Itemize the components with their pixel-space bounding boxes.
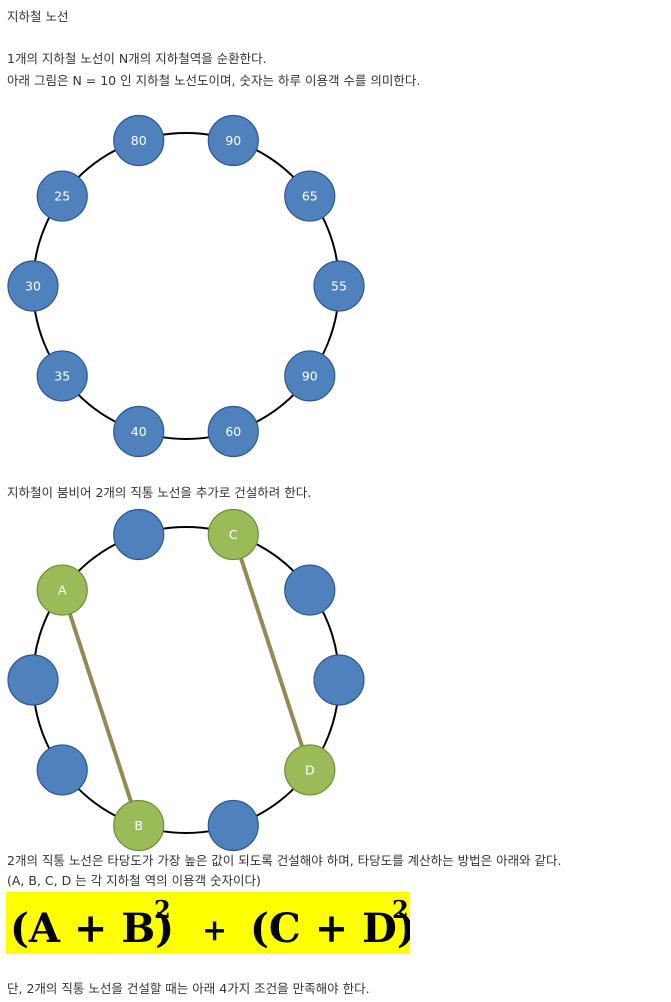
- formula: (A + B) 2 + (C + D) 2: [10, 895, 416, 952]
- paragraph-rule-line-2: (A, B, C, D 는 각 지하철 역의 이용객 숫자이다): [7, 873, 261, 888]
- station-node: [313, 654, 365, 706]
- station-node: [207, 114, 259, 167]
- station-label: 35: [54, 368, 70, 383]
- station-label: 90: [225, 133, 241, 148]
- paragraph-conditions: 단, 2개의 직통 노선을 건설할 때는 아래 4가지 조건을 만족해야 한다.: [7, 981, 370, 996]
- express-line: [60, 589, 141, 827]
- paragraph-express-lines: 지하철이 붐비어 2개의 직통 노선을 추가로 건설하려 한다.: [7, 485, 312, 500]
- station-label: D: [305, 762, 315, 777]
- station-node: [207, 405, 259, 458]
- intro-line-2: 아래 그림은 N = 10 인 지하철 노선도이며, 숫자는 하루 이용객 수를…: [7, 73, 421, 88]
- station-node: [284, 744, 336, 796]
- paragraph-rule-line-1: 2개의 직통 노선은 타당도가 가장 높은 값이 되도록 건설해야 하며, 타당…: [7, 853, 562, 868]
- station-label: 25: [54, 189, 70, 204]
- page-title: 지하철 노선: [7, 9, 69, 24]
- formula-exponent-2: 2: [392, 895, 409, 924]
- station-node: [113, 405, 165, 458]
- formula-plus: +: [202, 913, 227, 948]
- station-node: [313, 260, 365, 312]
- station-node: [113, 508, 165, 561]
- express-lines-diagram: C D B A: [7, 508, 365, 852]
- station-label: 30: [25, 279, 41, 294]
- station-label: B: [134, 818, 143, 833]
- formula-exponent-1: 2: [154, 895, 171, 924]
- station-node: [7, 654, 59, 706]
- station-node: [113, 114, 165, 167]
- station-node: [36, 170, 88, 222]
- formula-box: (A + B) 2 + (C + D) 2: [6, 892, 416, 954]
- station-label: 55: [331, 279, 347, 294]
- station-label: 40: [131, 424, 147, 439]
- station-node: [207, 799, 259, 852]
- station-node: [36, 744, 88, 796]
- station-node: [284, 350, 336, 402]
- station-node: [7, 260, 59, 312]
- formula-term-2: (C + D): [250, 905, 410, 952]
- express-line: [231, 533, 312, 771]
- subway-map-diagram: 80 90 65 55 90 60 40 35 30 25: [7, 114, 365, 458]
- station-node: [284, 170, 336, 222]
- station-label: 60: [225, 424, 241, 439]
- station-node: [36, 350, 88, 402]
- station-label: 90: [302, 368, 318, 383]
- station-label: A: [58, 583, 67, 598]
- station-label: 80: [131, 133, 147, 148]
- station-node: [113, 799, 165, 852]
- formula-term-1: (A + B): [10, 905, 174, 952]
- station-node: [207, 508, 259, 561]
- station-label: C: [229, 527, 238, 542]
- station-node: [36, 564, 88, 616]
- intro-line-1: 1개의 지하철 노선이 N개의 지하철역을 순환한다.: [7, 51, 267, 66]
- station-label: 65: [302, 189, 318, 204]
- station-node: [284, 564, 336, 616]
